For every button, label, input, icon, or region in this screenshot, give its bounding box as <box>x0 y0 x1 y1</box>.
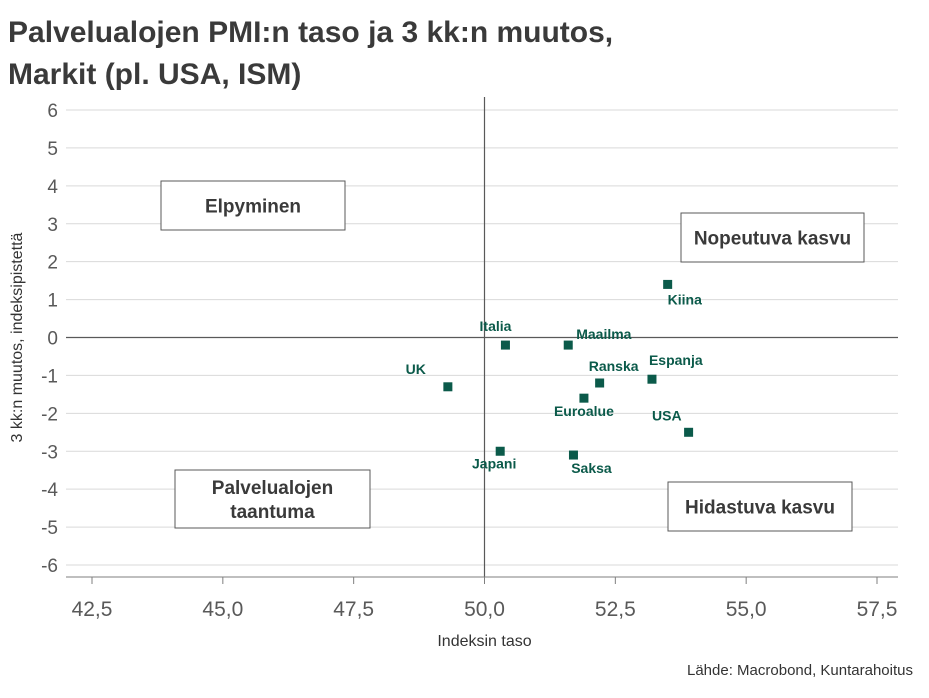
data-point-italia <box>500 340 510 350</box>
quadrant-label-hidastuva: Hidastuva kasvu <box>685 498 835 519</box>
data-point-japani <box>495 446 505 456</box>
grid-layer <box>66 97 898 577</box>
quadrant-label-taantuma: taantuma <box>230 502 315 523</box>
data-point-euroalue <box>579 393 589 403</box>
x-tick-label: 52,5 <box>595 598 636 621</box>
points-layer: Kiina Italia Maailma UK Ranska Espanja Euroalu… <box>406 279 703 476</box>
quadrant-box-hidastuva <box>667 481 853 532</box>
chart-title-line-1: Palvelualojen PMI:n taso ja 3 kk:n muuto… <box>8 16 614 49</box>
data-label-usa: USA <box>652 407 682 423</box>
y-tick-label: 1 <box>47 291 58 312</box>
y-tick-label: -2 <box>41 404 58 425</box>
y-tick-label: 2 <box>47 253 58 274</box>
x-tick-label: 47,5 <box>333 598 374 621</box>
source-note: Lähde: Macrobond, Kuntarahoitus <box>687 662 913 679</box>
quadrant-label-nopeutuva: Nopeutuva kasvu <box>694 229 851 250</box>
data-label-uk: UK <box>406 361 426 377</box>
quadrant-box-elpyminen <box>160 180 346 231</box>
data-point-ranska <box>595 378 605 388</box>
axes-layer: 6 5 4 3 2 1 0 -1 -2 -3 -4 -5 -6 42,5 45,0 47,5 50,0 52,5 5… <box>41 101 898 621</box>
data-label-maailma: Maailma <box>576 326 631 342</box>
y-tick-label: -5 <box>41 518 58 539</box>
data-point-kiina <box>663 279 673 289</box>
y-tick-label: -4 <box>41 480 58 501</box>
quadrant-label-taantuma: Palvelualojen <box>212 478 333 499</box>
y-tick-label: 0 <box>47 329 58 350</box>
data-point-saksa <box>568 450 578 460</box>
x-tick-label: 57,5 <box>857 598 898 621</box>
data-label-kiina: Kiina <box>668 291 702 307</box>
y-tick-label: 6 <box>47 101 58 122</box>
y-axis-title: 3 kk:n muutos, indeksipistettä <box>9 232 26 442</box>
y-tick-label: 3 <box>47 215 58 236</box>
y-tick-label: 5 <box>47 139 58 160</box>
data-label-italia: Italia <box>480 318 512 334</box>
data-point-maailma <box>563 340 573 350</box>
data-point-uk <box>443 382 453 392</box>
y-tick-label: -6 <box>41 556 58 577</box>
data-label-ranska: Ranska <box>589 358 639 374</box>
data-label-saksa: Saksa <box>571 460 612 476</box>
data-point-usa <box>684 427 694 437</box>
chart-title-line-2: Markit (pl. USA, ISM) <box>8 58 302 91</box>
quadrant-box-nopeutuva <box>680 212 865 263</box>
x-tick-label: 42,5 <box>72 598 113 621</box>
quadrant-labels-layer: Elpyminen Nopeutuva kasvu Palvelualojen taa… <box>160 180 865 532</box>
chart-title: Palvelualojen PMI:n taso ja 3 kk:n muuto… <box>8 12 908 96</box>
quadrant-label-elpyminen: Elpyminen <box>205 197 301 218</box>
data-label-euroalue: Euroalue <box>554 403 614 419</box>
y-tick-label: -1 <box>41 366 58 387</box>
x-tick-label: 45,0 <box>202 598 243 621</box>
x-tick-label: 55,0 <box>726 598 767 621</box>
x-axis-title: Indeksin taso <box>437 633 531 650</box>
data-label-espanja: Espanja <box>649 352 703 368</box>
y-tick-label: 4 <box>47 177 58 198</box>
data-point-espanja <box>647 374 657 384</box>
x-tick-label: 50,0 <box>464 598 505 621</box>
data-label-japani: Japani <box>472 455 516 471</box>
y-tick-label: -3 <box>41 442 58 463</box>
quadrant-box-taantuma <box>174 469 371 529</box>
